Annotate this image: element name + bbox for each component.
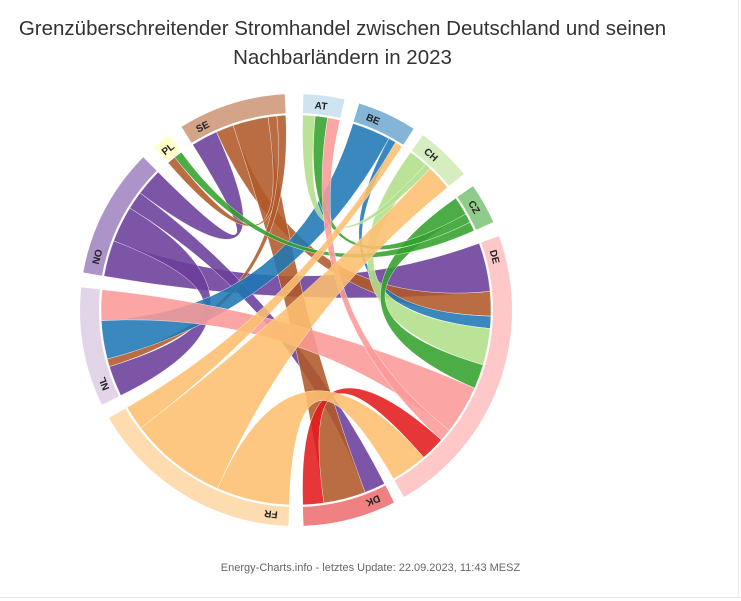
- node-arc-cz[interactable]: [457, 186, 494, 230]
- right-divider: [738, 0, 739, 597]
- chord-ribbon-be-nl[interactable]: [101, 123, 390, 360]
- node-arc-nl[interactable]: [79, 287, 119, 405]
- node-label-nl: NL: [97, 375, 112, 391]
- chart-credits[interactable]: Energy-Charts.info - letztes Update: 22.…: [220, 562, 521, 574]
- node-arc-dk[interactable]: [302, 485, 395, 526]
- node-arc-fr[interactable]: [108, 408, 290, 526]
- node-label-be: BE: [364, 112, 381, 128]
- chord-ribbon-no-dk[interactable]: [129, 192, 385, 493]
- chord-ribbon-se-nl[interactable]: [107, 115, 287, 367]
- chord-ribbon-no-se[interactable]: [139, 131, 244, 240]
- node-arc-de[interactable]: [394, 236, 512, 498]
- node-arc-at[interactable]: [302, 94, 345, 119]
- node-label-de: DE: [487, 249, 501, 266]
- ribbon-layer: [100, 114, 492, 506]
- node-label-at: AT: [314, 100, 328, 112]
- node-label-no: NO: [91, 248, 106, 266]
- chord-ribbon-fr-be[interactable]: [126, 142, 403, 429]
- arc-layer: [79, 94, 512, 526]
- node-arc-be[interactable]: [353, 103, 414, 145]
- node-arc-pl[interactable]: [154, 135, 181, 162]
- chart-title-line-2: Nachbarländern in 2023: [233, 46, 452, 69]
- node-arc-se[interactable]: [181, 94, 286, 143]
- node-arc-no[interactable]: [83, 157, 157, 276]
- node-arc-ch[interactable]: [411, 135, 464, 187]
- chord-ribbon-de-at[interactable]: [321, 117, 450, 441]
- chart-title: Grenzüberschreitender Stromhandel zwisch…: [0, 14, 685, 72]
- bottom-divider: [0, 597, 741, 598]
- node-label-dk: DK: [363, 492, 381, 508]
- node-label-fr: FR: [263, 507, 278, 520]
- chart-title-line-1: Grenzüberschreitender Stromhandel zwisch…: [18, 17, 667, 40]
